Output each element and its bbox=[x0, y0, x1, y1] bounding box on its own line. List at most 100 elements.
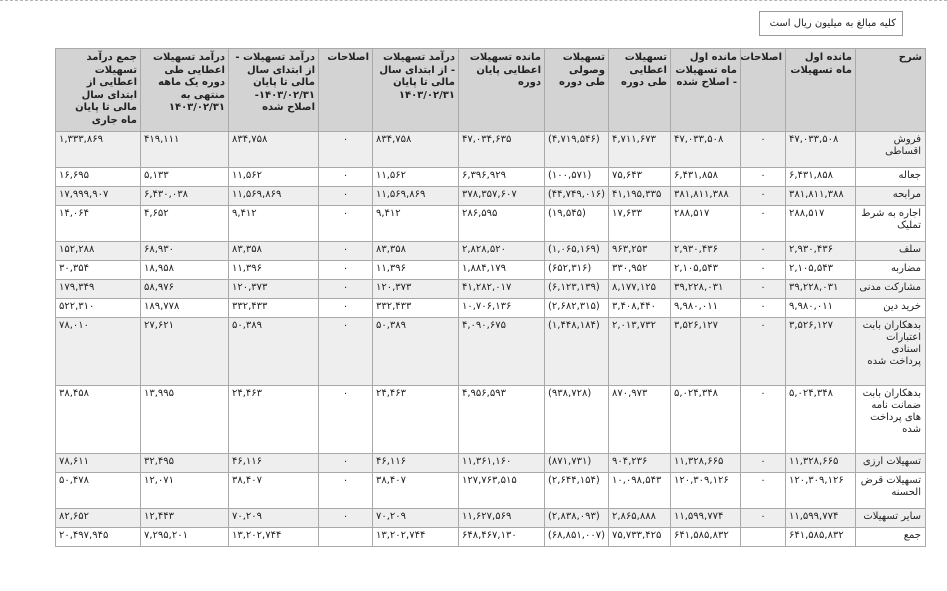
cell-opening-balance-adjusted: ۱۱,۳۲۸,۶۶۵ bbox=[670, 453, 741, 473]
table-row: بدهکاران بابت اعتبارات اسنادی پرداخت شده… bbox=[55, 317, 926, 386]
cell-adjustments: ۰ bbox=[740, 167, 786, 187]
row-description: جعاله bbox=[855, 167, 926, 187]
header-income-total: جمع درآمد تسهیلات اعطایی از ابتدای سال م… bbox=[55, 48, 141, 132]
cell-adjustments: ۰ bbox=[740, 317, 786, 386]
cell-opening-balance-adjusted: ۵,۰۲۴,۳۴۸ bbox=[670, 385, 741, 454]
cell-granted: ۴,۷۱۱,۶۷۳ bbox=[608, 131, 671, 168]
cell-income-ytd: ۷۰,۲۰۹ bbox=[372, 508, 459, 528]
cell-income-total: ۷۸,۶۱۱ bbox=[55, 453, 141, 473]
cell-opening-balance: ۵,۰۲۴,۳۴۸ bbox=[785, 385, 856, 454]
cell-income-adjustments: ۰ bbox=[318, 241, 373, 261]
cell-adjustments: ۰ bbox=[740, 385, 786, 454]
cell-income-total: ۳۰,۳۵۴ bbox=[55, 260, 141, 280]
cell-income-ytd-adjusted: ۱۱,۵۶۹,۸۶۹ bbox=[228, 186, 319, 206]
cell-granted: ۸,۱۷۷,۱۲۵ bbox=[608, 279, 671, 299]
cell-income-ytd: ۴۶,۱۱۶ bbox=[372, 453, 459, 473]
header-income-ytd: درآمد تسهیلات - از ابتدای سال مالی تا پا… bbox=[372, 48, 459, 132]
cell-income-month: ۲۷,۶۲۱ bbox=[140, 317, 229, 386]
cell-income-month: ۴۱۹,۱۱۱ bbox=[140, 131, 229, 168]
cell-income-month: ۱۲,۴۴۳ bbox=[140, 508, 229, 528]
cell-opening-balance-adjusted: ۳۹,۲۲۸,۰۳۱ bbox=[670, 279, 741, 299]
facilities-table: شرح مانده اول ماه تسهیلات اصلاحات مانده … bbox=[55, 48, 926, 547]
cell-collected: (۲,۶۴۴,۱۵۴) bbox=[544, 472, 609, 509]
header-granted: تسهیلات اعطایی طی دوره bbox=[608, 48, 671, 132]
cell-income-month: ۱۸۹,۷۷۸ bbox=[140, 298, 229, 318]
cell-closing-balance: ۴,۹۵۶,۵۹۳ bbox=[458, 385, 545, 454]
cell-granted: ۲,۸۶۵,۸۸۸ bbox=[608, 508, 671, 528]
cell-income-ytd: ۱۱,۵۶۹,۸۶۹ bbox=[372, 186, 459, 206]
cell-income-ytd-adjusted: ۵۰,۳۸۹ bbox=[228, 317, 319, 386]
cell-opening-balance-adjusted: ۲۸۸,۵۱۷ bbox=[670, 205, 741, 242]
cell-opening-balance-adjusted: ۶,۴۳۱,۸۵۸ bbox=[670, 167, 741, 187]
cell-income-adjustments: ۰ bbox=[318, 186, 373, 206]
header-closing-balance: مانده تسهیلات اعطایی پایان دوره bbox=[458, 48, 545, 132]
cell-closing-balance: ۱۲۷,۷۶۳,۵۱۵ bbox=[458, 472, 545, 509]
cell-closing-balance: ۲۸۶,۵۹۵ bbox=[458, 205, 545, 242]
cell-income-month: ۶۸,۹۳۰ bbox=[140, 241, 229, 261]
row-description: جمع bbox=[855, 527, 926, 547]
cell-income-total: ۱۷,۹۹۹,۹۰۷ bbox=[55, 186, 141, 206]
table-row: مضاربه ۲,۱۰۵,۵۴۳ ۰ ۲,۱۰۵,۵۴۳ ۳۳۰,۹۵۲ (۶۵۲,۳۱۶… bbox=[55, 260, 926, 280]
cell-income-adjustments: ۰ bbox=[318, 508, 373, 528]
cell-collected: (۲,۶۸۲,۳۱۵) bbox=[544, 298, 609, 318]
cell-income-ytd-adjusted: ۳۸,۴۰۷ bbox=[228, 472, 319, 509]
cell-opening-balance: ۳,۵۲۶,۱۲۷ bbox=[785, 317, 856, 386]
cell-income-adjustments: ۰ bbox=[318, 260, 373, 280]
cell-income-ytd: ۳۳۲,۴۳۳ bbox=[372, 298, 459, 318]
table-row: تسهیلات ارزی ۱۱,۳۲۸,۶۶۵ ۰ ۱۱,۳۲۸,۶۶۵ ۹۰۴,۲۳۶… bbox=[55, 453, 926, 473]
header-collected: تسهیلات وصولی طی دوره bbox=[544, 48, 609, 132]
table-row: سایر تسهیلات ۱۱,۵۹۹,۷۷۴ ۰ ۱۱,۵۹۹,۷۷۴ ۲,۸۶۵,۸… bbox=[55, 508, 926, 528]
cell-income-total: ۷۸,۰۱۰ bbox=[55, 317, 141, 386]
row-description: تسهیلات قرض الحسنه bbox=[855, 472, 926, 509]
cell-collected: (۹۳۸,۷۲۸) bbox=[544, 385, 609, 454]
cell-collected: (۱۰۰,۵۷۱) bbox=[544, 167, 609, 187]
cell-income-ytd-adjusted: ۳۳۲,۴۳۳ bbox=[228, 298, 319, 318]
row-description: اجاره به شرط تملیک bbox=[855, 205, 926, 242]
cell-income-month: ۱۲,۰۷۱ bbox=[140, 472, 229, 509]
cell-income-ytd-adjusted: ۱۱,۵۶۲ bbox=[228, 167, 319, 187]
cell-income-ytd-adjusted: ۹,۴۱۲ bbox=[228, 205, 319, 242]
cell-closing-balance: ۳۷۸,۳۵۷,۶۰۷ bbox=[458, 186, 545, 206]
cell-opening-balance: ۲,۱۰۵,۵۴۳ bbox=[785, 260, 856, 280]
cell-income-month: ۳۲,۴۹۵ bbox=[140, 453, 229, 473]
row-description: بدهکاران بابت ضمانت نامه های پرداخت شده bbox=[855, 385, 926, 454]
cell-income-total: ۱,۳۳۳,۸۶۹ bbox=[55, 131, 141, 168]
table-row: فروش اقساطی ۴۷,۰۳۳,۵۰۸ ۰ ۴۷,۰۳۳,۵۰۸ ۴,۷۱۱,۶۷… bbox=[55, 131, 926, 168]
cell-income-ytd: ۱۲۰,۳۷۳ bbox=[372, 279, 459, 299]
cell-income-ytd: ۱۱,۳۹۶ bbox=[372, 260, 459, 280]
cell-collected: (۱,۴۴۸,۱۸۴) bbox=[544, 317, 609, 386]
cell-income-ytd-adjusted: ۲۴,۴۶۳ bbox=[228, 385, 319, 454]
cell-income-month: ۵۸,۹۷۶ bbox=[140, 279, 229, 299]
cell-adjustments bbox=[740, 527, 786, 547]
cell-income-ytd-adjusted: ۸۳,۳۵۸ bbox=[228, 241, 319, 261]
cell-closing-balance: ۱۱,۶۲۷,۵۶۹ bbox=[458, 508, 545, 528]
cell-adjustments: ۰ bbox=[740, 241, 786, 261]
row-description: سایر تسهیلات bbox=[855, 508, 926, 528]
cell-income-ytd: ۸۳۴,۷۵۸ bbox=[372, 131, 459, 168]
row-description: مشارکت مدنی bbox=[855, 279, 926, 299]
cell-income-total: ۱۷۹,۳۴۹ bbox=[55, 279, 141, 299]
cell-collected: (۲,۸۳۸,۰۹۳) bbox=[544, 508, 609, 528]
cell-granted: ۹۰۴,۲۳۶ bbox=[608, 453, 671, 473]
table-row: اجاره به شرط تملیک ۲۸۸,۵۱۷ ۰ ۲۸۸,۵۱۷ ۱۷,۶۳۳(… bbox=[55, 205, 926, 242]
row-description: تسهیلات ارزی bbox=[855, 453, 926, 473]
cell-closing-balance: ۴۱,۲۸۲,۰۱۷ bbox=[458, 279, 545, 299]
cell-closing-balance: ۱,۸۸۴,۱۷۹ bbox=[458, 260, 545, 280]
cell-closing-balance: ۱۱,۳۶۱,۱۶۰ bbox=[458, 453, 545, 473]
cell-income-adjustments: ۰ bbox=[318, 205, 373, 242]
cell-income-month: ۷,۲۹۵,۲۰۱ bbox=[140, 527, 229, 547]
cell-opening-balance-adjusted: ۲,۹۳۰,۴۳۶ bbox=[670, 241, 741, 261]
cell-opening-balance: ۱۱,۵۹۹,۷۷۴ bbox=[785, 508, 856, 528]
top-divider bbox=[0, 0, 947, 4]
cell-opening-balance: ۳۸۱,۸۱۱,۳۸۸ bbox=[785, 186, 856, 206]
cell-income-ytd-adjusted: ۸۳۴,۷۵۸ bbox=[228, 131, 319, 168]
cell-income-adjustments: ۰ bbox=[318, 385, 373, 454]
header-description: شرح bbox=[855, 48, 926, 132]
cell-income-adjustments: ۰ bbox=[318, 472, 373, 509]
header-income-adjustments: اصلاحات bbox=[318, 48, 373, 132]
cell-closing-balance: ۱۰,۷۰۶,۱۳۶ bbox=[458, 298, 545, 318]
cell-granted: ۷۵,۷۳۳,۴۲۵ bbox=[608, 527, 671, 547]
cell-income-total: ۵۲۲,۳۱۰ bbox=[55, 298, 141, 318]
cell-adjustments: ۰ bbox=[740, 453, 786, 473]
cell-opening-balance-adjusted: ۲,۱۰۵,۵۴۳ bbox=[670, 260, 741, 280]
